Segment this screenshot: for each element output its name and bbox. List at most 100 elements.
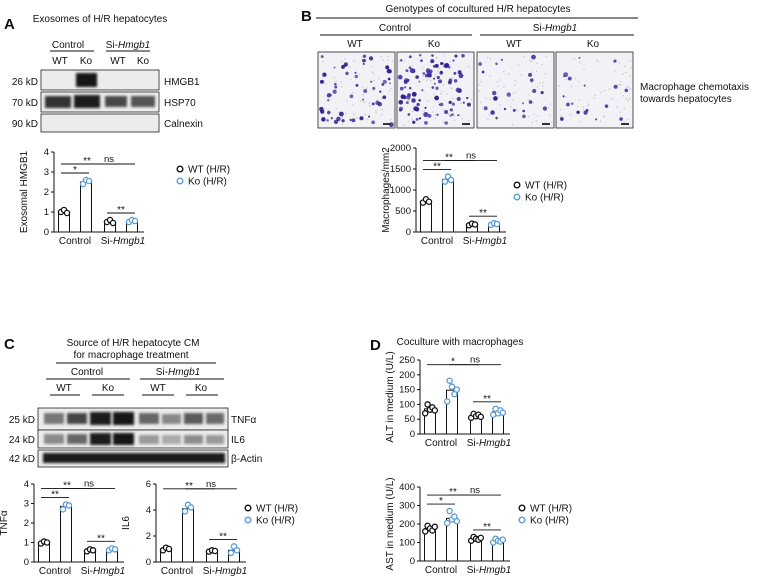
membrane-pore — [341, 117, 343, 119]
membrane-pore — [626, 118, 629, 121]
stained-cell — [416, 102, 420, 107]
stained-cell — [444, 121, 448, 125]
bar — [420, 200, 432, 233]
legend-marker-wt — [518, 504, 526, 512]
stained-cell — [382, 79, 387, 84]
membrane-pore — [587, 103, 590, 105]
membrane-pore — [337, 111, 340, 114]
membrane-pore — [565, 78, 568, 81]
membrane-pore — [573, 57, 576, 60]
group-label-control: Control — [52, 40, 84, 51]
stained-cell — [334, 82, 337, 86]
membrane-pore — [440, 93, 442, 95]
stained-cell — [362, 58, 366, 63]
data-point — [421, 528, 429, 535]
legend-label-ko: Ko (H/R) — [256, 516, 295, 527]
membrane-pore — [380, 114, 383, 116]
membrane-pore — [434, 74, 437, 76]
significance-label: ** — [479, 208, 487, 219]
membrane-pore — [578, 98, 581, 101]
membrane-pore — [515, 109, 518, 111]
image-label-ko: Ko — [428, 39, 441, 50]
stained-cell — [566, 102, 570, 107]
membrane-pore — [627, 99, 629, 102]
panel-c-label: C — [4, 336, 15, 353]
stained-cell — [371, 102, 375, 106]
panel-a-label: A — [4, 16, 15, 33]
y-axis-label: Macrophages/mm2 — [381, 147, 392, 233]
stained-cell — [457, 114, 460, 117]
stained-cell — [490, 110, 495, 115]
significance-label: ** — [449, 487, 457, 498]
stained-cell — [424, 73, 429, 78]
y-axis-label: TNFα — [0, 510, 10, 535]
y-tick-label: 6 — [146, 479, 151, 490]
y-tick-label: 100 — [399, 399, 415, 410]
y-tick-label: 2 — [146, 531, 151, 542]
stained-cell — [343, 62, 349, 67]
data-point — [421, 410, 429, 417]
membrane-pore — [352, 113, 355, 115]
stained-cell — [495, 62, 498, 66]
stained-cell — [418, 80, 421, 83]
membrane-pore — [536, 86, 539, 88]
stained-cell — [430, 59, 435, 64]
stained-cell — [382, 95, 387, 100]
stained-cell — [619, 117, 623, 121]
stained-cell — [431, 86, 435, 89]
membrane-pore — [630, 67, 632, 69]
data-point — [43, 539, 51, 546]
stained-cell — [542, 106, 548, 111]
stained-cell — [333, 119, 339, 124]
legend-label-ko: Ko (H/R) — [525, 193, 564, 204]
stained-cell — [345, 71, 349, 76]
stained-cell — [322, 80, 325, 83]
stained-cell — [407, 113, 411, 116]
membrane-pore — [582, 106, 584, 108]
x-category-label: Si-Hmgb1 — [101, 236, 145, 247]
y-tick-label: 0 — [410, 429, 415, 440]
lane-label-wt: WT — [110, 56, 126, 67]
data-point — [227, 549, 235, 557]
membrane-pore — [407, 120, 410, 123]
membrane-pore — [351, 92, 353, 94]
membrane-pore — [453, 115, 456, 117]
stained-cell — [443, 64, 448, 68]
panel-d-label: D — [370, 337, 381, 354]
membrane-pore — [361, 55, 363, 58]
y-axis-label: IL6 — [121, 516, 132, 530]
stained-cell — [613, 59, 617, 63]
stained-cell — [427, 113, 432, 118]
membrane-pore — [427, 100, 430, 102]
stained-cell — [448, 66, 451, 69]
data-point — [211, 547, 219, 555]
stained-cell — [407, 93, 411, 97]
stained-cell — [583, 84, 586, 87]
data-point — [424, 401, 431, 408]
membrane-pore — [511, 99, 514, 101]
x-category-label: Si-Hmgb1 — [81, 566, 125, 577]
membrane-pore — [449, 64, 451, 66]
stained-cell — [451, 113, 454, 116]
membrane-pore — [391, 60, 394, 62]
membrane-pore — [365, 59, 367, 61]
membrane-pore — [390, 88, 392, 90]
membrane-pore — [349, 65, 351, 68]
kd-label: 26 kD — [12, 77, 38, 88]
stained-cell — [322, 72, 327, 77]
stained-cell — [500, 58, 504, 62]
membrane-pore — [498, 79, 501, 81]
membrane-pore — [377, 77, 380, 80]
data-point — [187, 504, 195, 511]
membrane-pore — [531, 71, 534, 73]
bar — [182, 508, 194, 563]
stained-cell — [495, 116, 498, 120]
data-point — [477, 534, 485, 542]
y-tick-label: 2000 — [390, 143, 411, 154]
membrane-pore — [380, 55, 382, 58]
y-tick-label: 0 — [410, 556, 415, 567]
data-point — [446, 377, 453, 384]
stained-cell — [362, 54, 367, 58]
membrane-pore — [446, 93, 448, 95]
